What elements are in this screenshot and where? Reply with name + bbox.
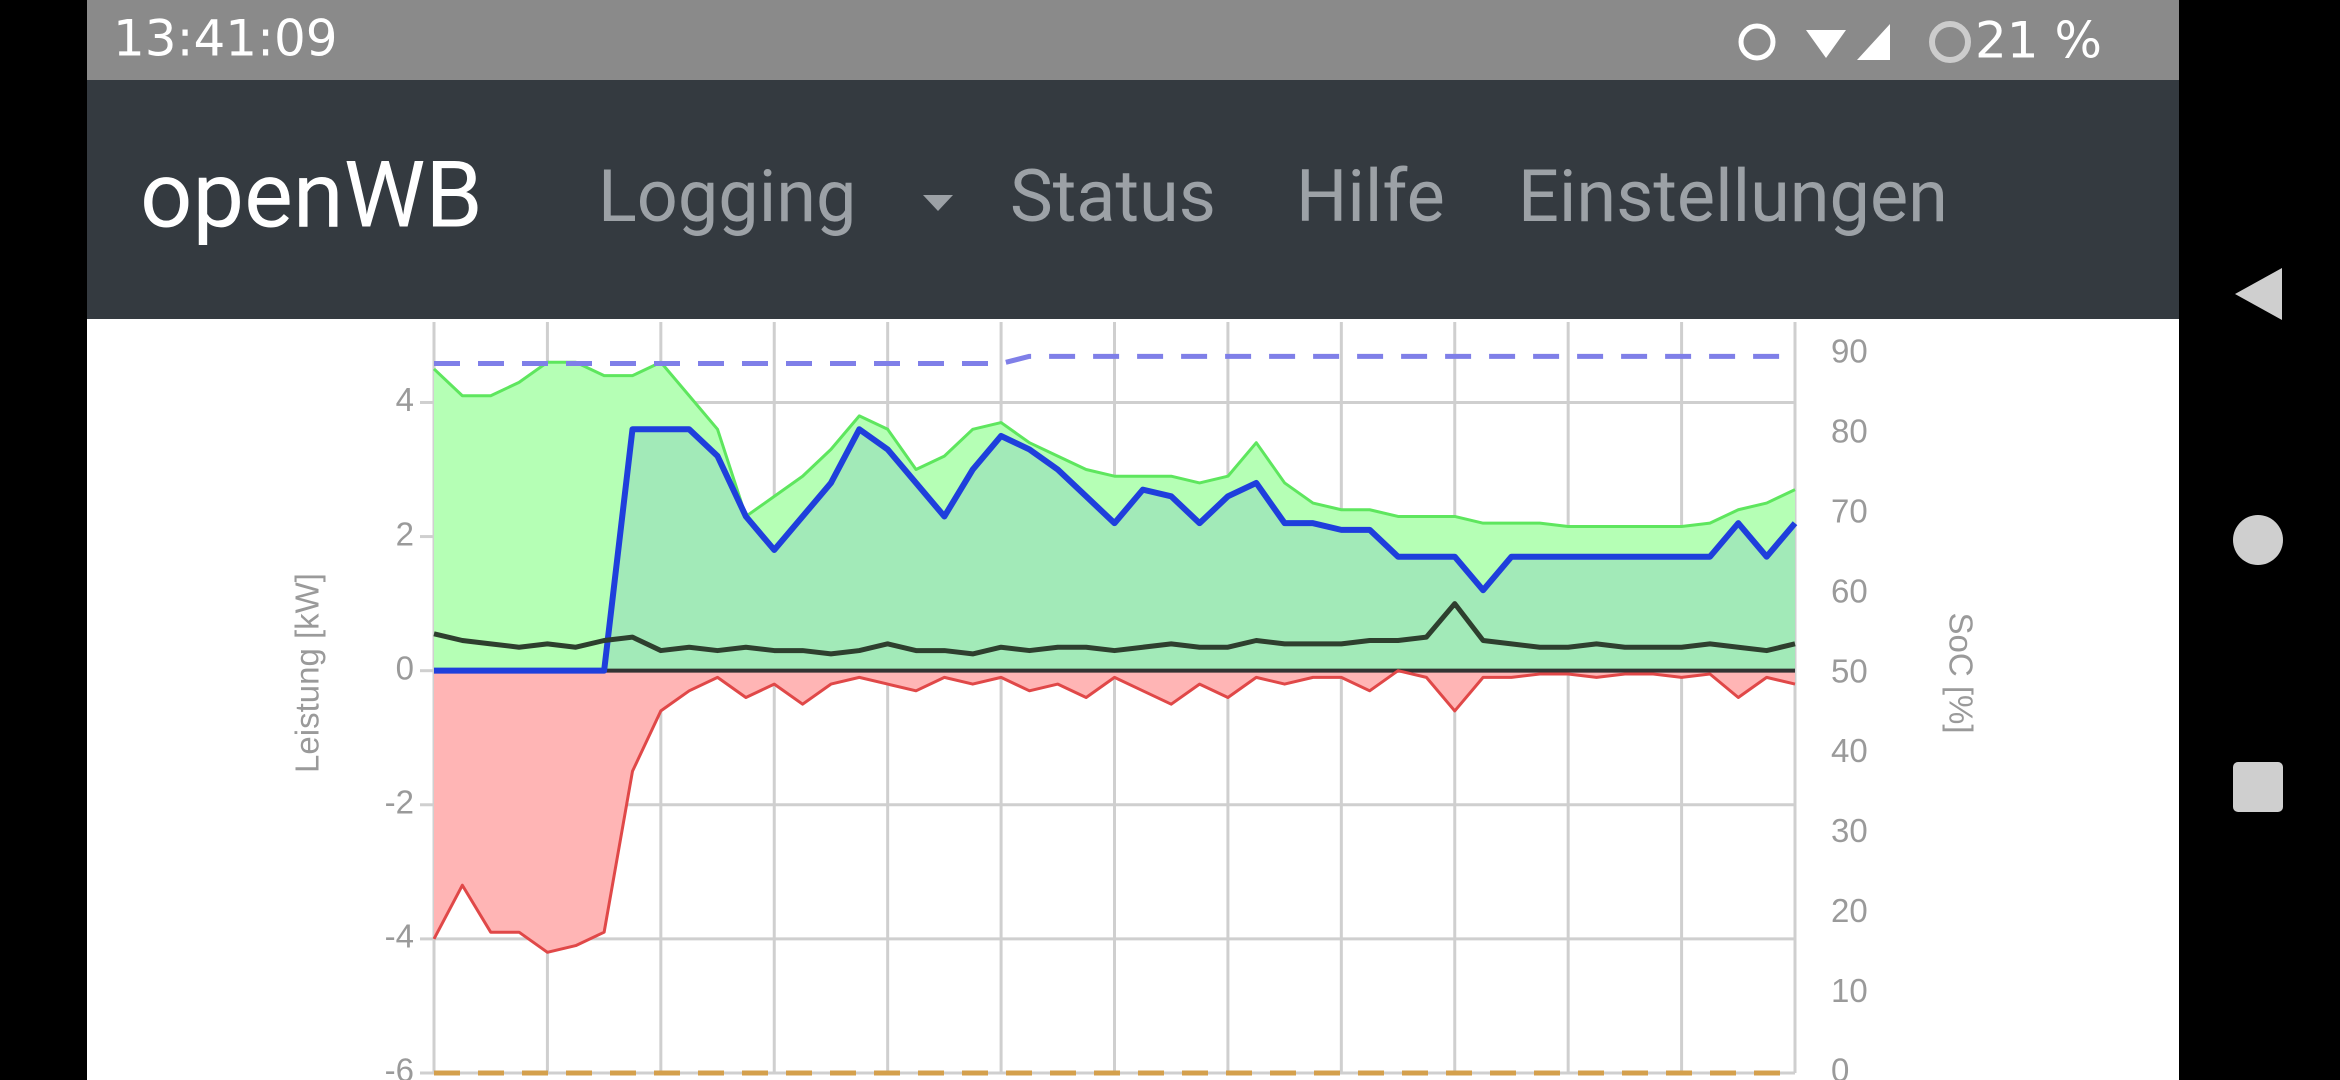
series-line xyxy=(433,601,1796,657)
recents-button[interactable] xyxy=(2233,762,2283,812)
y2-tick-label: 40 xyxy=(1831,732,1868,769)
home-button[interactable] xyxy=(2233,515,2283,565)
nav-link[interactable]: Status xyxy=(1010,154,1216,239)
brand[interactable]: openWB xyxy=(140,142,483,249)
back-button[interactable] xyxy=(2235,268,2282,320)
nav-link[interactable]: Hilfe xyxy=(1296,154,1445,239)
y2-tick-label: 0 xyxy=(1831,1052,1849,1080)
y2-tick-label: 30 xyxy=(1831,812,1868,849)
y-tick-label: -6 xyxy=(385,1052,414,1080)
y-tick-label: 2 xyxy=(396,515,414,552)
clock: 13:41:09 xyxy=(113,10,338,68)
y-axis-label: Leistung [kW] xyxy=(289,573,326,773)
area-fill xyxy=(434,670,1795,953)
android-nav xyxy=(2233,268,2283,812)
battery-level: 21 % xyxy=(1975,12,2102,70)
nav-link[interactable]: Logging xyxy=(598,154,856,239)
series-line xyxy=(434,426,1798,674)
y2-tick-label: 70 xyxy=(1831,492,1868,529)
series-line xyxy=(432,669,1796,954)
y-tick-label: 0 xyxy=(396,649,414,686)
status-icons xyxy=(1738,21,1971,63)
y2-tick-label: 60 xyxy=(1831,572,1868,609)
y2-tick-label: 50 xyxy=(1831,652,1868,689)
y-tick-label: -4 xyxy=(385,918,414,955)
y2-tick-label: 20 xyxy=(1831,892,1868,929)
nav-link[interactable]: Einstellungen xyxy=(1518,154,1948,239)
area-fill xyxy=(434,429,1795,671)
status-bar xyxy=(87,0,2179,80)
dropdown-caret xyxy=(923,195,953,211)
y2-tick-label: 10 xyxy=(1831,972,1868,1009)
y2-axis-label: SoC [%] xyxy=(1942,612,1979,733)
navbar xyxy=(87,80,2179,319)
y-tick-label: 4 xyxy=(396,381,414,418)
y2-tick-label: 80 xyxy=(1831,413,1868,450)
series-line xyxy=(434,353,1795,367)
y-tick-label: -2 xyxy=(385,784,414,821)
y2-tick-label: 90 xyxy=(1831,333,1868,370)
